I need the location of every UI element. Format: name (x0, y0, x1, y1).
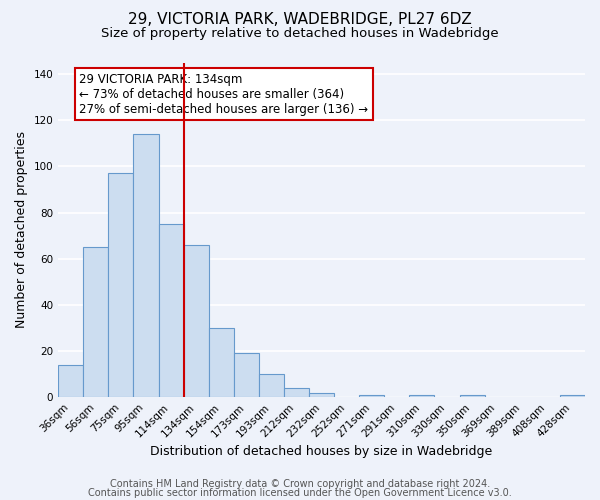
Bar (259, 374, 284, 397)
Text: Contains HM Land Registry data © Crown copyright and database right 2024.: Contains HM Land Registry data © Crown c… (110, 479, 490, 489)
Bar (284, 388, 309, 397)
Bar (184, 245, 209, 397)
Bar (158, 224, 184, 397)
Text: 29, VICTORIA PARK, WADEBRIDGE, PL27 6DZ: 29, VICTORIA PARK, WADEBRIDGE, PL27 6DZ (128, 12, 472, 28)
Bar (409, 395, 434, 397)
Text: Contains public sector information licensed under the Open Government Licence v3: Contains public sector information licen… (88, 488, 512, 498)
Bar (309, 392, 334, 397)
Bar (58, 365, 83, 397)
Bar (109, 174, 133, 397)
Bar (133, 134, 158, 397)
Bar (83, 247, 109, 397)
Y-axis label: Number of detached properties: Number of detached properties (15, 132, 28, 328)
Bar (560, 395, 585, 397)
Bar (209, 328, 234, 397)
X-axis label: Distribution of detached houses by size in Wadebridge: Distribution of detached houses by size … (151, 444, 493, 458)
Bar (234, 354, 259, 397)
Bar (460, 395, 485, 397)
Text: Size of property relative to detached houses in Wadebridge: Size of property relative to detached ho… (101, 28, 499, 40)
Text: 29 VICTORIA PARK: 134sqm
← 73% of detached houses are smaller (364)
27% of semi-: 29 VICTORIA PARK: 134sqm ← 73% of detach… (79, 72, 368, 116)
Bar (359, 395, 385, 397)
